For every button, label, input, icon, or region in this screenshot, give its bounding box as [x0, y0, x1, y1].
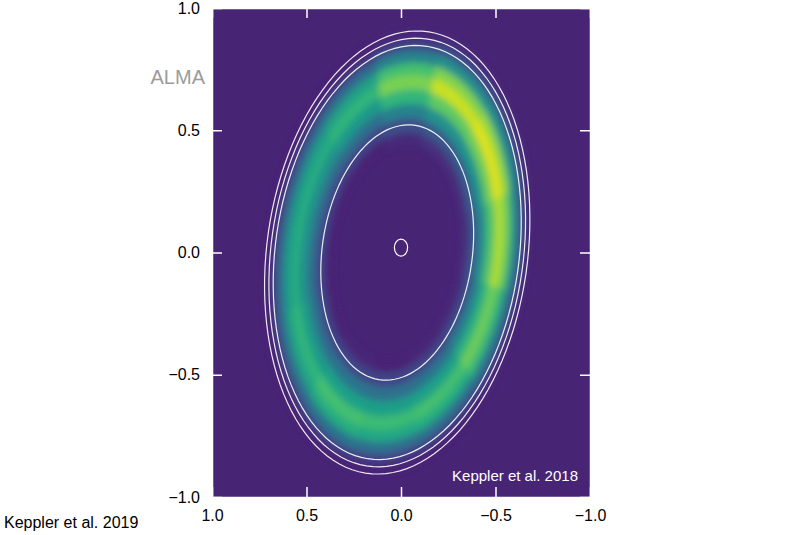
- image-cell: [265, 209, 278, 323]
- tick-label: 0.0: [178, 244, 200, 261]
- plot-area: [212, 8, 590, 497]
- tick-label: 0.0: [390, 507, 412, 524]
- tick: −0.5: [480, 487, 512, 524]
- tick-mark: [212, 8, 222, 10]
- annotation: Keppler et al. 2019: [4, 514, 138, 531]
- contour: [321, 125, 474, 380]
- tick: [580, 497, 590, 498]
- point-source-contour: [394, 239, 407, 256]
- tick-mark: [306, 487, 308, 497]
- tick: [580, 253, 590, 254]
- contour: [265, 31, 530, 474]
- tick: 1.0: [178, 0, 222, 17]
- tick-mark: [580, 252, 590, 254]
- tick: 0.0: [390, 487, 412, 524]
- contour: [269, 38, 526, 467]
- tick: 0.5: [296, 487, 318, 524]
- annotation: Keppler et al. 2018: [452, 467, 578, 484]
- tick-mark: [306, 8, 308, 18]
- image-cell: [312, 43, 375, 113]
- tick-label: −0.5: [168, 366, 200, 383]
- tick: [307, 8, 308, 18]
- image-cell: [272, 106, 315, 211]
- tick-mark: [580, 497, 590, 499]
- y-axis-right: [580, 9, 591, 498]
- tick-mark: [580, 8, 590, 10]
- image-cell: [517, 181, 530, 295]
- tick: 0.0: [178, 244, 222, 261]
- tick-mark: [212, 375, 222, 377]
- annotation: ALMA: [151, 66, 206, 88]
- image-cell: [267, 321, 301, 419]
- tick-mark: [495, 487, 497, 497]
- tick-mark: [580, 375, 590, 377]
- x-axis-top: [213, 8, 591, 18]
- tick-mark: [495, 8, 497, 18]
- tick-mark: [401, 8, 403, 18]
- tick-label: 0.5: [296, 507, 318, 524]
- tick: −1.0: [168, 489, 222, 506]
- tick: [580, 375, 590, 376]
- image-cell: [374, 31, 442, 52]
- tick-mark: [212, 497, 222, 499]
- tick: [496, 8, 497, 18]
- tick-label: 1.0: [178, 0, 200, 17]
- chart-container: 1.00.50.0−0.5−1.01.00.50.0−0.5−1.0ALMAKe…: [0, 0, 809, 535]
- image-cells: [265, 31, 530, 474]
- tick-mark: [580, 130, 590, 132]
- tick-mark: [212, 252, 222, 254]
- image-cell: [420, 392, 483, 462]
- tick: [580, 8, 590, 9]
- tick-label: 0.5: [178, 122, 200, 139]
- image-background: [212, 8, 590, 497]
- image-cell: [494, 86, 528, 184]
- image-cell: [296, 412, 354, 470]
- tick-label: −1.0: [168, 489, 200, 506]
- tick-label: −0.5: [480, 507, 512, 524]
- x-axis: 1.0 0.5 0.0 −0.5 −1.0: [201, 487, 606, 524]
- tick: −0.5: [168, 366, 222, 383]
- tick-mark: [212, 130, 222, 132]
- image-cell: [479, 294, 522, 399]
- tick: [580, 130, 590, 131]
- tick: [401, 8, 402, 18]
- tick-mark: [401, 487, 403, 497]
- chart-svg: 1.00.50.0−0.5−1.01.00.50.0−0.5−1.0ALMAKe…: [0, 0, 809, 535]
- tick: 0.5: [178, 122, 222, 139]
- image-cell: [440, 35, 498, 93]
- tick-label: 1.0: [201, 507, 223, 524]
- image-cell: [352, 453, 420, 474]
- tick-label: −1.0: [575, 507, 607, 524]
